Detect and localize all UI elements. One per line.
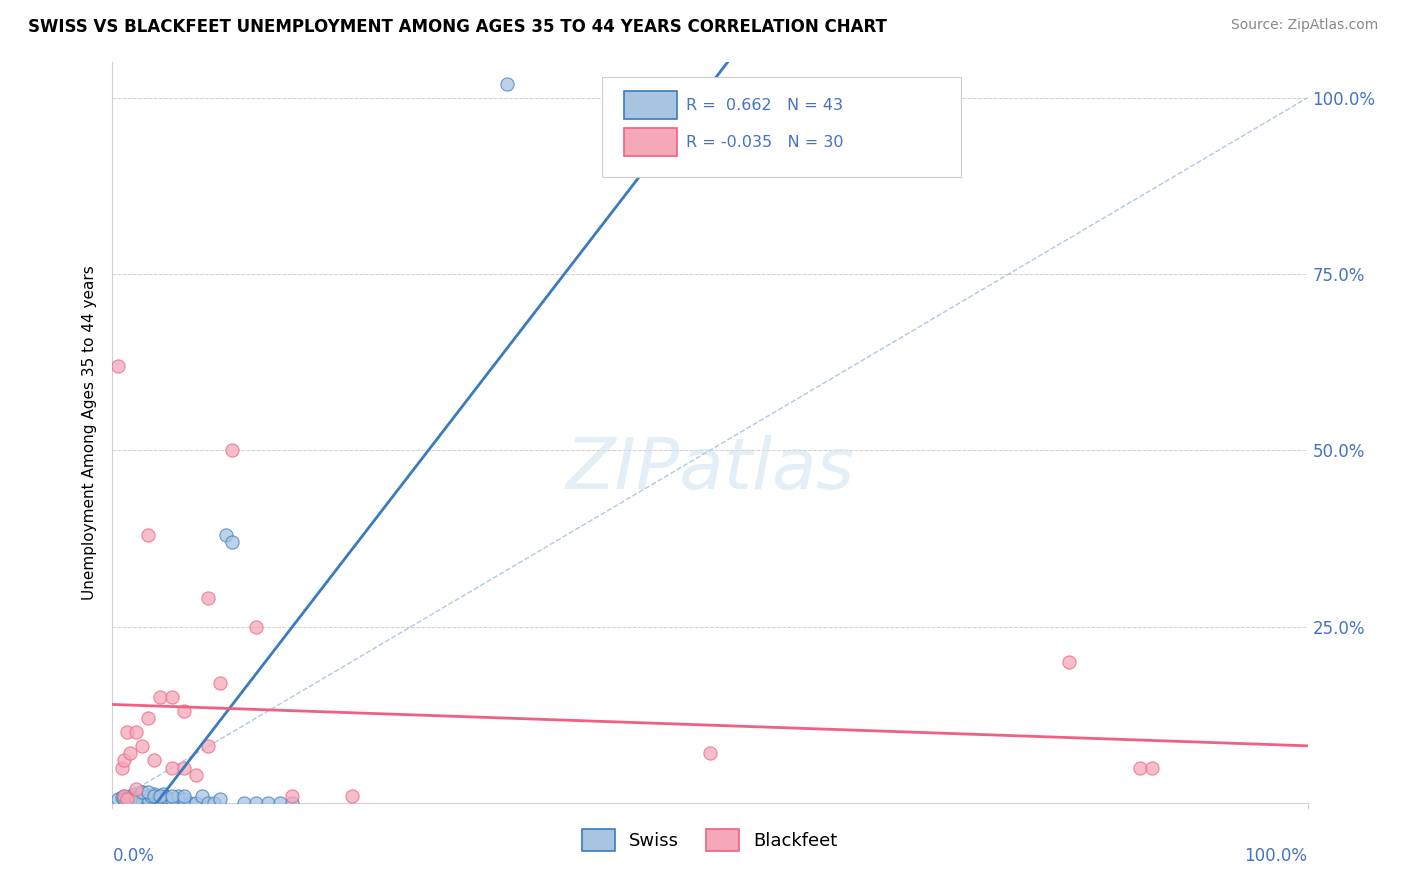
Point [115, 792, 138, 806]
Point [125, 792, 148, 806]
Text: R = -0.035   N = 30: R = -0.035 N = 30 [686, 135, 844, 150]
Point [209, 792, 232, 806]
Point [162, 789, 183, 803]
Point [114, 789, 135, 803]
Point [186, 767, 208, 781]
Point [120, 792, 142, 806]
Point [111, 790, 134, 805]
Legend: Swiss, Blackfeet: Swiss, Blackfeet [574, 821, 846, 861]
Point [173, 760, 195, 774]
Point [281, 789, 304, 803]
Point [115, 792, 138, 806]
Text: SWISS VS BLACKFEET UNEMPLOYMENT AMONG AGES 35 TO 44 YEARS CORRELATION CHART: SWISS VS BLACKFEET UNEMPLOYMENT AMONG AG… [28, 18, 887, 36]
Point [197, 796, 219, 810]
Point [1057, 655, 1080, 669]
Point [125, 725, 148, 739]
Point [114, 754, 135, 768]
Point [146, 790, 169, 805]
Point [197, 739, 219, 754]
Point [281, 796, 304, 810]
Point [173, 792, 195, 806]
Text: 0.0%: 0.0% [112, 847, 155, 865]
Text: R =  0.662   N = 43: R = 0.662 N = 43 [686, 98, 844, 113]
Point [111, 760, 134, 774]
Point [167, 789, 190, 803]
Point [215, 528, 238, 542]
Point [173, 789, 195, 803]
Text: Source: ZipAtlas.com: Source: ZipAtlas.com [1230, 18, 1378, 32]
Point [125, 781, 148, 796]
Point [143, 789, 166, 803]
Point [173, 704, 195, 718]
Point [122, 788, 145, 802]
Point [1129, 760, 1152, 774]
Point [233, 796, 256, 810]
FancyBboxPatch shape [624, 91, 676, 120]
Point [131, 739, 153, 754]
Point [202, 796, 225, 810]
Point [139, 789, 162, 803]
Point [115, 725, 138, 739]
Point [221, 443, 243, 458]
Point [128, 792, 150, 806]
Y-axis label: Unemployment Among Ages 35 to 44 years: Unemployment Among Ages 35 to 44 years [82, 265, 97, 600]
Point [120, 747, 142, 761]
Point [221, 535, 243, 549]
Point [155, 790, 177, 805]
Point [135, 790, 157, 805]
Point [143, 754, 166, 768]
Point [131, 785, 153, 799]
Point [143, 788, 166, 802]
Point [245, 619, 267, 633]
Point [162, 690, 183, 704]
Point [107, 359, 129, 373]
Point [114, 789, 135, 803]
Point [269, 796, 291, 810]
Point [179, 796, 201, 810]
Point [138, 528, 160, 542]
Point [120, 789, 142, 803]
Point [186, 796, 208, 810]
Point [162, 792, 183, 806]
Point [257, 796, 280, 810]
Point [245, 796, 267, 810]
FancyBboxPatch shape [624, 128, 676, 156]
Point [114, 792, 135, 806]
FancyBboxPatch shape [603, 78, 962, 178]
Point [149, 690, 172, 704]
Point [149, 789, 172, 803]
Point [340, 789, 363, 803]
Point [125, 790, 148, 805]
Point [699, 747, 721, 761]
Point [138, 792, 160, 806]
Point [149, 792, 172, 806]
Point [162, 760, 183, 774]
Text: ZIPatlas: ZIPatlas [565, 435, 855, 504]
Point [1142, 760, 1164, 774]
Point [138, 785, 160, 799]
Point [131, 785, 153, 799]
Point [191, 789, 214, 803]
Point [152, 788, 174, 802]
Point [107, 792, 129, 806]
Point [496, 77, 519, 91]
Text: 100.0%: 100.0% [1244, 847, 1308, 865]
Point [209, 676, 232, 690]
Point [138, 711, 160, 725]
Point [197, 591, 219, 606]
